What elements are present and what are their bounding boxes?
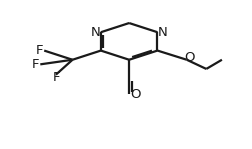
Text: O: O <box>131 88 141 101</box>
Text: F: F <box>36 44 43 56</box>
Text: N: N <box>158 26 167 39</box>
Text: F: F <box>32 58 39 71</box>
Text: F: F <box>53 71 61 84</box>
Text: O: O <box>184 51 194 64</box>
Text: N: N <box>91 26 101 39</box>
